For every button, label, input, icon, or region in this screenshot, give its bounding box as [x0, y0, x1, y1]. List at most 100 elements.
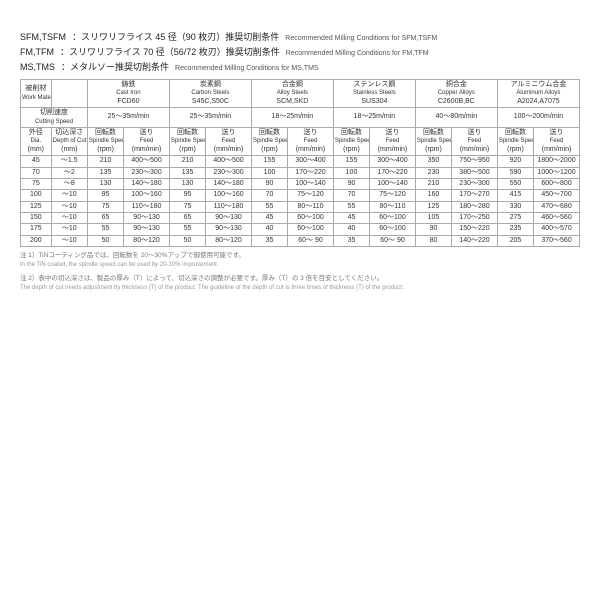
feed-cell: 75～120	[288, 190, 334, 201]
doc-header: 切込深さDepth of Cut(mm)	[51, 127, 87, 155]
rpm-cell: 40	[333, 224, 369, 235]
material-header: 銅合金Copper AlloysC2600B,BC	[415, 80, 497, 108]
material-header: アルミニウム合金Aluminum AlloysA2024,A7075	[497, 80, 579, 108]
rpm-cell: 40	[251, 224, 287, 235]
speed-value: 25～35m/min	[87, 108, 169, 128]
table-row: 175 ～1055 90～13055 90～13040 60～10040 60～…	[21, 224, 580, 235]
header-jp: ：メタルソー推奨切削条件	[61, 60, 169, 73]
feed-cell: 230～300	[124, 167, 170, 178]
dia-cell: 125	[21, 201, 52, 212]
rpm-cell: 160	[415, 190, 451, 201]
feed-header: 送りFeed(mm/min)	[288, 127, 334, 155]
dia-cell: 70	[21, 167, 52, 178]
rpm-cell: 230	[415, 167, 451, 178]
rpm-cell: 210	[87, 156, 123, 167]
feed-cell: 460～560	[534, 213, 580, 224]
feed-cell: 600～800	[534, 178, 580, 189]
rpm-cell: 155	[251, 156, 287, 167]
dia-cell: 175	[21, 224, 52, 235]
speed-value: 18～25m/min	[251, 108, 333, 128]
rpm-cell: 135	[169, 167, 205, 178]
feed-cell: 100～140	[288, 178, 334, 189]
rpm-cell: 65	[87, 213, 123, 224]
rpm-cell: 35	[251, 235, 287, 246]
feed-cell: 750～950	[452, 156, 498, 167]
rpm-cell: 65	[169, 213, 205, 224]
feed-cell: 60～100	[370, 224, 416, 235]
feed-cell: 370～560	[534, 235, 580, 246]
rpm-header: 回転数Spindle Speed(rpm)	[87, 127, 123, 155]
feed-cell: 140～180	[124, 178, 170, 189]
doc-cell: ～10	[51, 235, 87, 246]
feed-header: 送りFeed(mm/min)	[124, 127, 170, 155]
speed-value: 100～200m/min	[497, 108, 579, 128]
feed-cell: 110～180	[124, 201, 170, 212]
table-row: 45 ～1.5210 400～500210 400～500155 300～400…	[21, 156, 580, 167]
material-header: 鋳鉄Cast IronFCD60	[87, 80, 169, 108]
speed-value: 25～35m/min	[169, 108, 251, 128]
header-code: FM,TFM	[20, 47, 54, 57]
dia-cell: 75	[21, 178, 52, 189]
speed-value: 40～80m/min	[415, 108, 497, 128]
rpm-cell: 125	[415, 201, 451, 212]
footnote: 注 1）TiNコーティング品では、回転数を 20～30%アップで御使用可能です。…	[20, 251, 580, 269]
feed-cell: 60～100	[288, 224, 334, 235]
feed-cell: 90～130	[206, 213, 252, 224]
feed-header: 送りFeed(mm/min)	[370, 127, 416, 155]
rpm-header: 回転数Spindle Speed(rpm)	[497, 127, 533, 155]
feed-cell: 1800～2000	[534, 156, 580, 167]
material-header: 炭素鋼Carbon SteelsS45C,S50C	[169, 80, 251, 108]
rpm-cell: 70	[251, 190, 287, 201]
rpm-cell: 90	[333, 178, 369, 189]
rpm-header: 回転数Spindle Speed(rpm)	[251, 127, 287, 155]
feed-cell: 90～130	[124, 213, 170, 224]
table-row: 150 ～1065 90～13065 90～13045 60～10045 60～…	[21, 213, 580, 224]
rpm-cell: 350	[415, 156, 451, 167]
rpm-cell: 75	[87, 201, 123, 212]
dia-cell: 200	[21, 235, 52, 246]
rpm-cell: 45	[251, 213, 287, 224]
feed-cell: 100～160	[124, 190, 170, 201]
table-row: 200 ～1050 80～12050 80～12035 60～ 9035 60～…	[21, 235, 580, 246]
rpm-cell: 205	[497, 235, 533, 246]
footnote: 注 2）表中の切込深さは、製品の厚み（T）によって、切込深さの調整が必要です。厚…	[20, 274, 580, 292]
feed-cell: 400～570	[534, 224, 580, 235]
rpm-cell: 135	[87, 167, 123, 178]
table-row: 125 ～1075 110～18075 110～18055 80～11055 8…	[21, 201, 580, 212]
header-en: Recommended Milling Conditions for SFM,T…	[285, 35, 437, 42]
cutting-speed-header: 切削速度Cutting Speed	[21, 108, 88, 128]
rpm-cell: 920	[497, 156, 533, 167]
feed-cell: 150～220	[452, 224, 498, 235]
dia-cell: 150	[21, 213, 52, 224]
table-row: 70 ～2135 230～300135 230～300100 170～22010…	[21, 167, 580, 178]
rpm-cell: 35	[333, 235, 369, 246]
rpm-cell: 590	[497, 167, 533, 178]
feed-cell: 170～220	[288, 167, 334, 178]
table-row: 75 ～8130 140～180130 140～18090 100～14090 …	[21, 178, 580, 189]
feed-cell: 170～250	[452, 213, 498, 224]
rpm-cell: 550	[497, 178, 533, 189]
feed-header: 送りFeed(mm/min)	[452, 127, 498, 155]
feed-cell: 140～220	[452, 235, 498, 246]
feed-cell: 450～700	[534, 190, 580, 201]
speed-value: 18～25m/min	[333, 108, 415, 128]
rpm-cell: 130	[169, 178, 205, 189]
feed-cell: 300～400	[370, 156, 416, 167]
feed-cell: 60～100	[288, 213, 334, 224]
material-header: 合金鋼Alloy SteelsSCM,SKD	[251, 80, 333, 108]
feed-cell: 80～120	[124, 235, 170, 246]
rpm-cell: 330	[497, 201, 533, 212]
rpm-cell: 95	[87, 190, 123, 201]
material-header: ステンレス鋼Stainless SteelsSUS304	[333, 80, 415, 108]
doc-cell: ～10	[51, 224, 87, 235]
rpm-cell: 90	[251, 178, 287, 189]
feed-cell: 380～500	[452, 167, 498, 178]
header-jp: ：スリワリフライス 45 径（90 枚刃）推奨切削条件	[72, 30, 279, 43]
rpm-cell: 100	[333, 167, 369, 178]
feed-cell: 80～120	[206, 235, 252, 246]
rpm-header: 回転数Spindle Speed(rpm)	[169, 127, 205, 155]
header-line: FM,TFM ：スリワリフライス 70 径（56/72 枚刃）推奨切削条件 Re…	[20, 45, 580, 58]
rpm-cell: 50	[87, 235, 123, 246]
rpm-cell: 90	[415, 224, 451, 235]
rpm-header: 回転数Spindle Speed(rpm)	[415, 127, 451, 155]
